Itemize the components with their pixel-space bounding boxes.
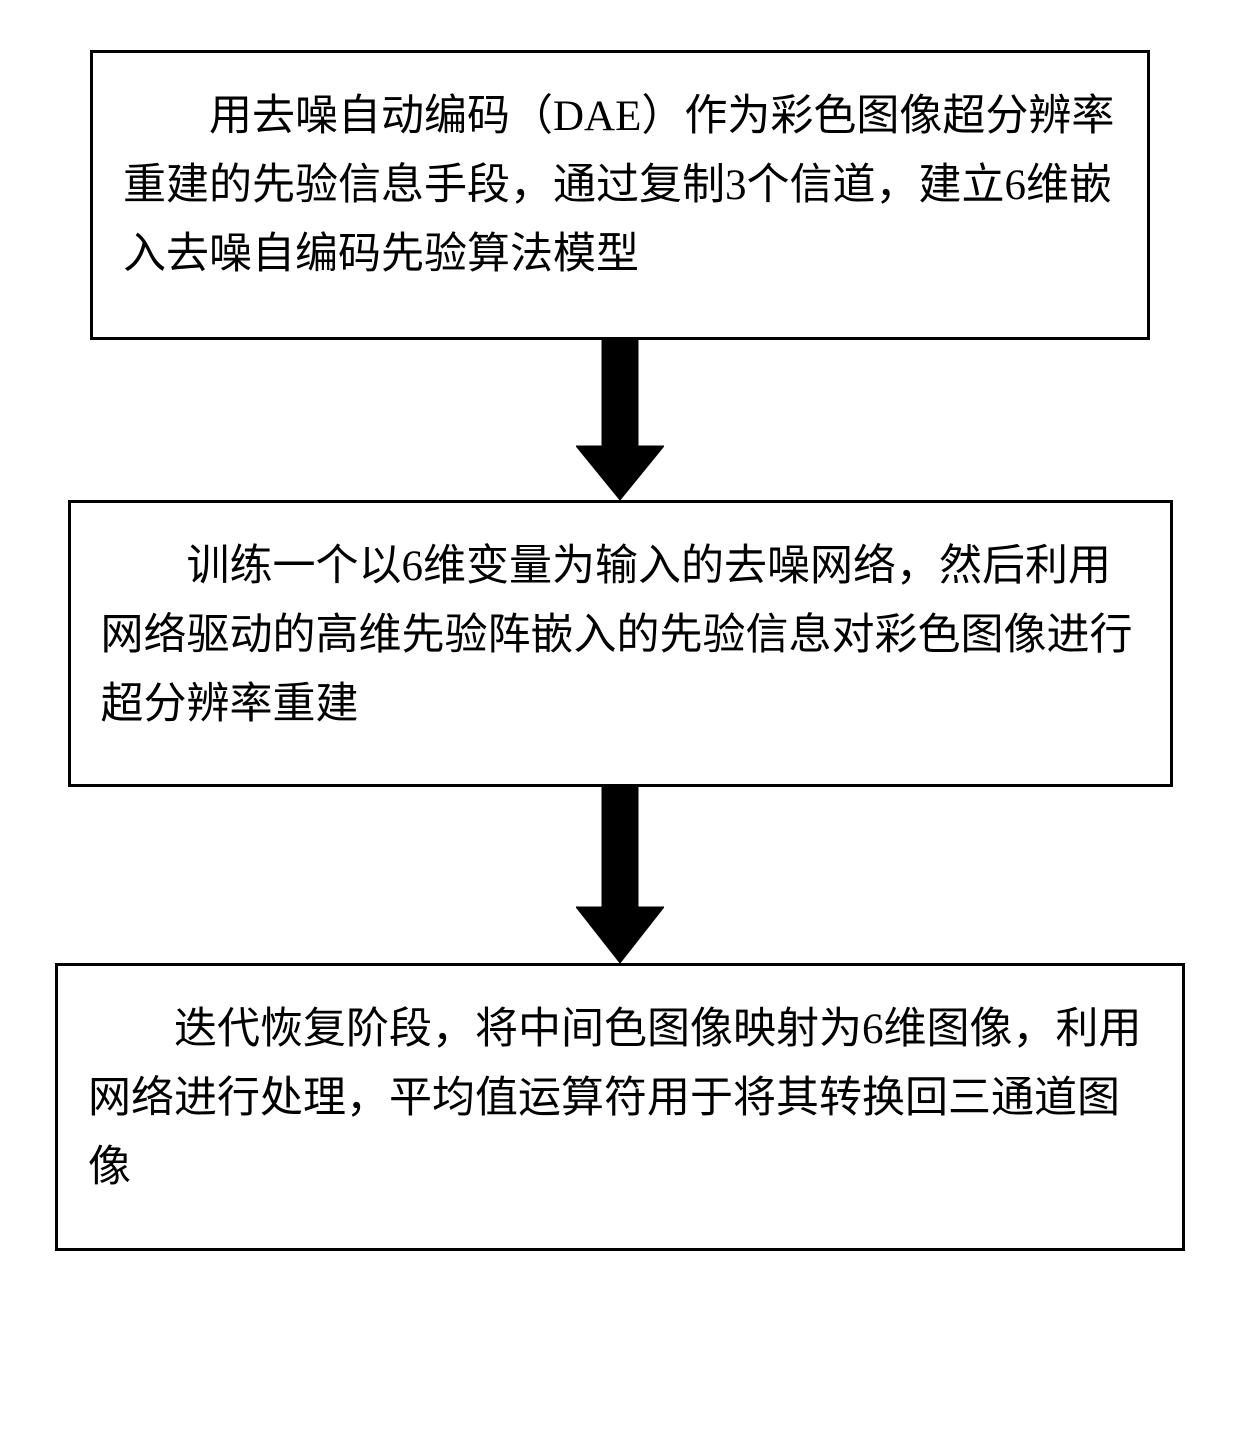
flowchart-container: 用去噪自动编码（DAE）作为彩色图像超分辨率重建的先验信息手段，通过复制3个信道… [0,50,1240,1251]
flowchart-box-3: 迭代恢复阶段，将中间色图像映射为6维图像，利用网络进行处理，平均值运算符用于将其… [55,963,1185,1251]
flowchart-box-2: 训练一个以6维变量为输入的去噪网络，然后利用网络驱动的高维先验阵嵌入的先验信息对… [68,500,1173,787]
flowchart-box-1: 用去噪自动编码（DAE）作为彩色图像超分辨率重建的先验信息手段，通过复制3个信道… [90,50,1150,340]
flowchart-arrow-1 [576,340,664,500]
arrow-down-icon [576,787,664,963]
flowchart-box-3-text: 迭代恢复阶段，将中间色图像映射为6维图像，利用网络进行处理，平均值运算符用于将其… [88,996,1152,1202]
arrow-down-icon [576,340,664,500]
flowchart-box-2-text: 训练一个以6维变量为输入的去噪网络，然后利用网络驱动的高维先验阵嵌入的先验信息对… [101,533,1140,739]
flowchart-arrow-2 [576,787,664,963]
flowchart-box-1-text: 用去噪自动编码（DAE）作为彩色图像超分辨率重建的先验信息手段，通过复制3个信道… [123,83,1117,289]
